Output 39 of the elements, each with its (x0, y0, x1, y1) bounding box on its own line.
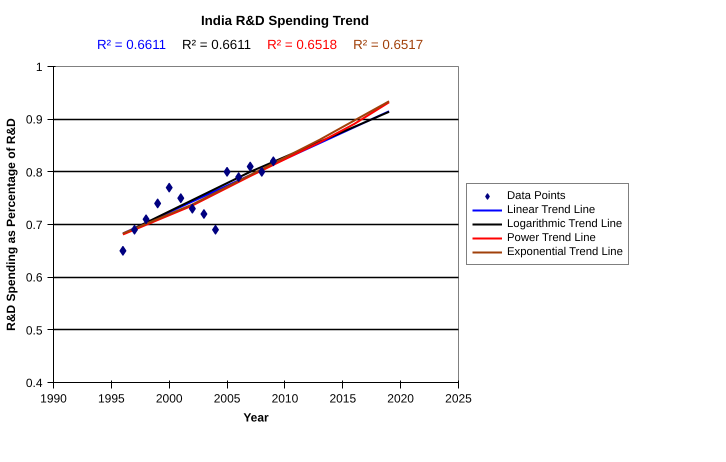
point (258, 166, 266, 177)
x-tick-label: 2015 (329, 392, 356, 406)
y-tick-label: 0.5 (26, 323, 43, 338)
legend-label: Power Trend Line (507, 231, 596, 245)
x-tick-label: 2005 (214, 392, 241, 406)
x-tick-label: 1995 (98, 392, 126, 406)
text: R² = 0.6611 (97, 37, 166, 52)
y-tick-label: 0.8 (26, 165, 43, 180)
y-tick-label: 0.6 (26, 270, 43, 285)
chart-title: India R&D Spending Trend (200, 12, 370, 30)
x-tick-label: 2020 (387, 392, 414, 406)
x-tick-label: 2025 (445, 392, 472, 406)
x-tick-label: 2010 (272, 392, 299, 406)
legend-label: Linear Trend Line (507, 203, 596, 217)
legend-label: Data Points (507, 189, 566, 203)
point (188, 204, 196, 214)
point (119, 246, 126, 256)
legend-label: Logarithmic Trend Line (507, 217, 622, 231)
x-tick-label: 2000 (156, 392, 183, 406)
point (224, 166, 231, 177)
point (154, 198, 162, 208)
point (142, 214, 150, 224)
y-tick-label: 0.4 (26, 376, 43, 390)
point (235, 172, 242, 182)
y-tick-label: 0.7 (26, 218, 43, 232)
text: R² = 0.6518 (267, 37, 338, 52)
x-axis-title: Year (243, 410, 270, 424)
point (246, 162, 254, 172)
y-axis-title: R&D Spending as Percentage of R&D (4, 118, 18, 331)
point (166, 182, 173, 193)
y-tick-label: 0.9 (26, 112, 43, 127)
legend-label: Exponential Trend Line (507, 245, 623, 259)
point (200, 208, 208, 219)
point (177, 193, 184, 204)
y-tick-label: 1 (36, 60, 43, 74)
text: R² = 0.6611 (182, 37, 252, 52)
text: R² = 0.6517 (353, 37, 424, 52)
x-tick-label: 1990 (40, 392, 68, 406)
point (270, 156, 277, 166)
